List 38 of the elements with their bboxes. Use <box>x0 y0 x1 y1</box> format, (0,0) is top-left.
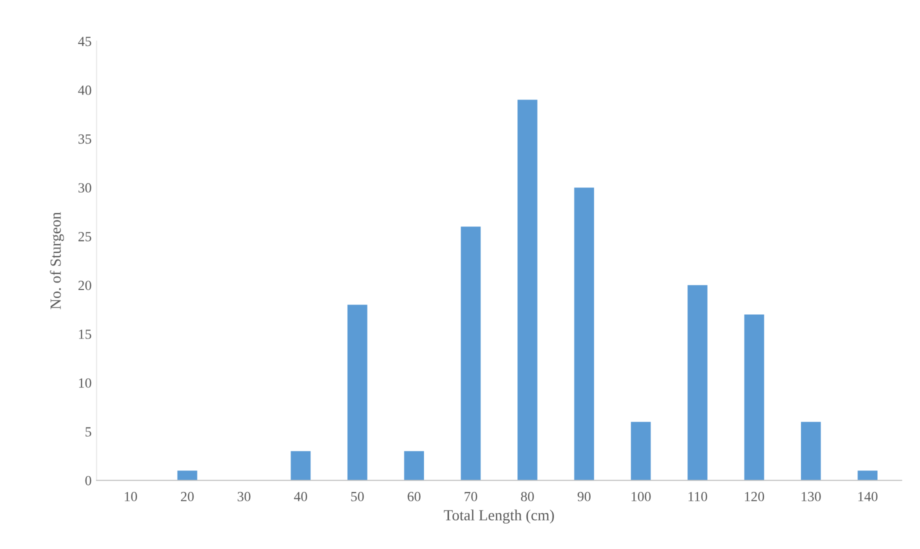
x-tick-label: 120 <box>745 492 764 502</box>
y-tick-label: 0 <box>85 476 92 486</box>
y-tick-label: 45 <box>78 36 92 46</box>
x-tick-label: 110 <box>688 492 708 502</box>
bar <box>744 314 764 480</box>
x-tick-label: 40 <box>294 492 308 502</box>
x-tick-label: 50 <box>351 492 364 502</box>
bar <box>858 470 878 480</box>
x-tick-label: 20 <box>180 492 194 502</box>
x-tick-label: 10 <box>124 492 138 502</box>
x-tick-label: 130 <box>802 492 821 502</box>
bar <box>290 451 311 480</box>
x-tick-label: 90 <box>578 492 591 502</box>
x-tick-label: 80 <box>521 492 534 502</box>
bar <box>800 422 821 480</box>
y-tick-label: 15 <box>79 330 92 339</box>
x-tick-label: 100 <box>632 492 651 502</box>
bar <box>574 188 594 480</box>
y-tick-label: 40 <box>78 86 92 95</box>
y-axis-title: No. of Sturgeon <box>50 212 64 310</box>
y-tick-label: 10 <box>79 378 92 388</box>
y-tick-label: 35 <box>78 134 92 144</box>
bar <box>630 422 651 480</box>
x-tick-label: 140 <box>858 492 878 502</box>
x-tick-label: 30 <box>238 492 250 502</box>
y-tick-label: 25 <box>78 232 92 242</box>
bar <box>347 304 368 480</box>
x-tick-label: 70 <box>464 492 478 502</box>
bar <box>404 451 424 480</box>
x-tick-label: 60 <box>408 492 420 502</box>
bar <box>688 285 708 480</box>
x-axis-title: Total Length (cm) <box>444 510 554 524</box>
y-tick-label: 20 <box>78 280 92 290</box>
bar <box>177 470 198 480</box>
bar <box>460 226 481 480</box>
bar <box>518 100 538 480</box>
y-tick-label: 5 <box>86 427 92 437</box>
y-tick-label: 30 <box>78 183 92 193</box>
